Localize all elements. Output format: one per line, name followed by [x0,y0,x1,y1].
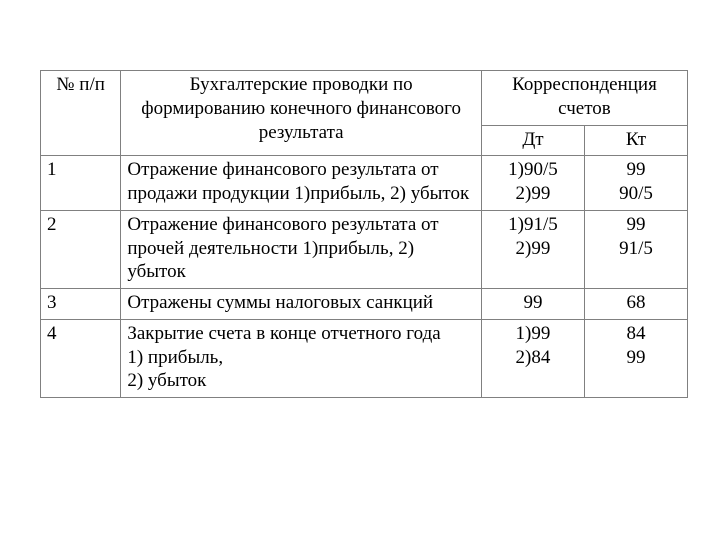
table-row: 1 Отражение финансового результата от пр… [41,156,688,211]
row-number: 3 [41,289,121,320]
header-description: Бухгалтерские проводки по формированию к… [121,71,482,156]
row-number: 4 [41,319,121,397]
row-credit: 84 99 [584,319,687,397]
row-credit: 68 [584,289,687,320]
header-debit: Дт [481,125,584,156]
row-debit: 1)90/5 2)99 [481,156,584,211]
table-header-row-1: № п/п Бухгалтерские проводки по формиров… [41,71,688,126]
row-credit: 99 91/5 [584,210,687,288]
slide: № п/п Бухгалтерские проводки по формиров… [0,0,720,540]
row-debit: 1)99 2)84 [481,319,584,397]
row-number: 2 [41,210,121,288]
table-row: 2 Отражение финансового результата от пр… [41,210,688,288]
header-correspondence: Корреспонденция счетов [481,71,687,126]
header-number: № п/п [41,71,121,156]
accounting-table: № п/п Бухгалтерские проводки по формиров… [40,70,688,398]
row-number: 1 [41,156,121,211]
row-debit: 1)91/5 2)99 [481,210,584,288]
row-description: Отражены суммы налоговых санкций [121,289,482,320]
table-row: 3 Отражены суммы налоговых санкций 99 68 [41,289,688,320]
row-credit: 99 90/5 [584,156,687,211]
row-debit: 99 [481,289,584,320]
row-description: Отражение финансового результата от проч… [121,210,482,288]
header-credit: Кт [584,125,687,156]
row-description: Отражение финансового результата от прод… [121,156,482,211]
table-row: 4 Закрытие счета в конце отчетного года … [41,319,688,397]
row-description: Закрытие счета в конце отчетного года 1)… [121,319,482,397]
